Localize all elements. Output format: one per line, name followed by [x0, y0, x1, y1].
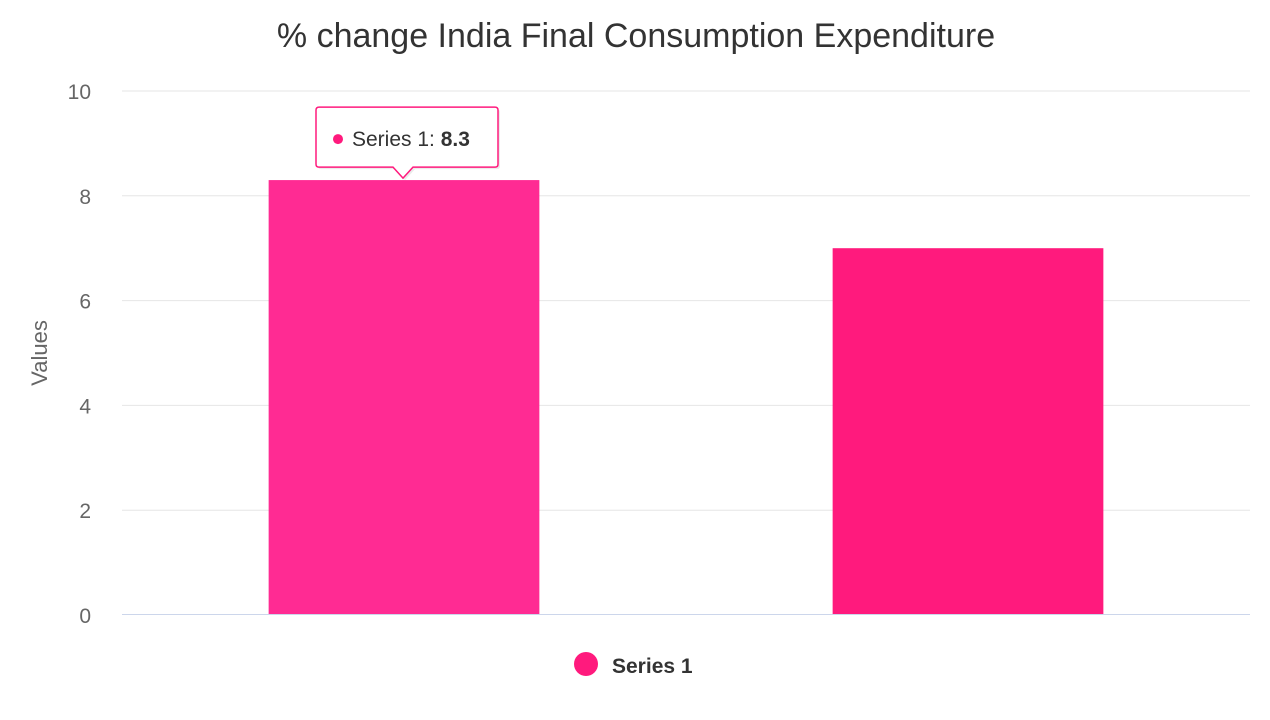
bar-2[interactable] — [832, 248, 1104, 615]
tooltip-series-marker — [333, 134, 343, 145]
legend[interactable]: Series 1 — [574, 652, 693, 678]
legend-label-series-1[interactable]: Series 1 — [612, 655, 693, 678]
legend-marker-series-1[interactable] — [574, 652, 598, 676]
tooltip-box — [315, 106, 499, 180]
tooltip-value: 8.3 — [441, 128, 470, 151]
y-tick-label-4: 4 — [79, 395, 91, 418]
y-tick-label-6: 6 — [79, 291, 91, 314]
chart-title: % change India Final Consumption Expendi… — [277, 17, 995, 55]
y-tick-label-0: 0 — [79, 605, 91, 628]
y-tick-label-8: 8 — [79, 186, 91, 209]
y-tick-label-10: 10 — [68, 81, 91, 104]
tooltip-series-label: Series 1: — [352, 128, 441, 151]
y-axis-title: Values — [27, 320, 52, 386]
bar-1[interactable] — [268, 180, 540, 615]
tooltip-text: Series 1: 8.3 — [352, 128, 470, 151]
y-tick-label-2: 2 — [79, 500, 91, 523]
y-axis-tick-labels: 0 2 4 6 8 10 — [68, 81, 92, 628]
tooltip: Series 1: 8.3 — [315, 106, 500, 181]
bars — [268, 180, 1104, 615]
